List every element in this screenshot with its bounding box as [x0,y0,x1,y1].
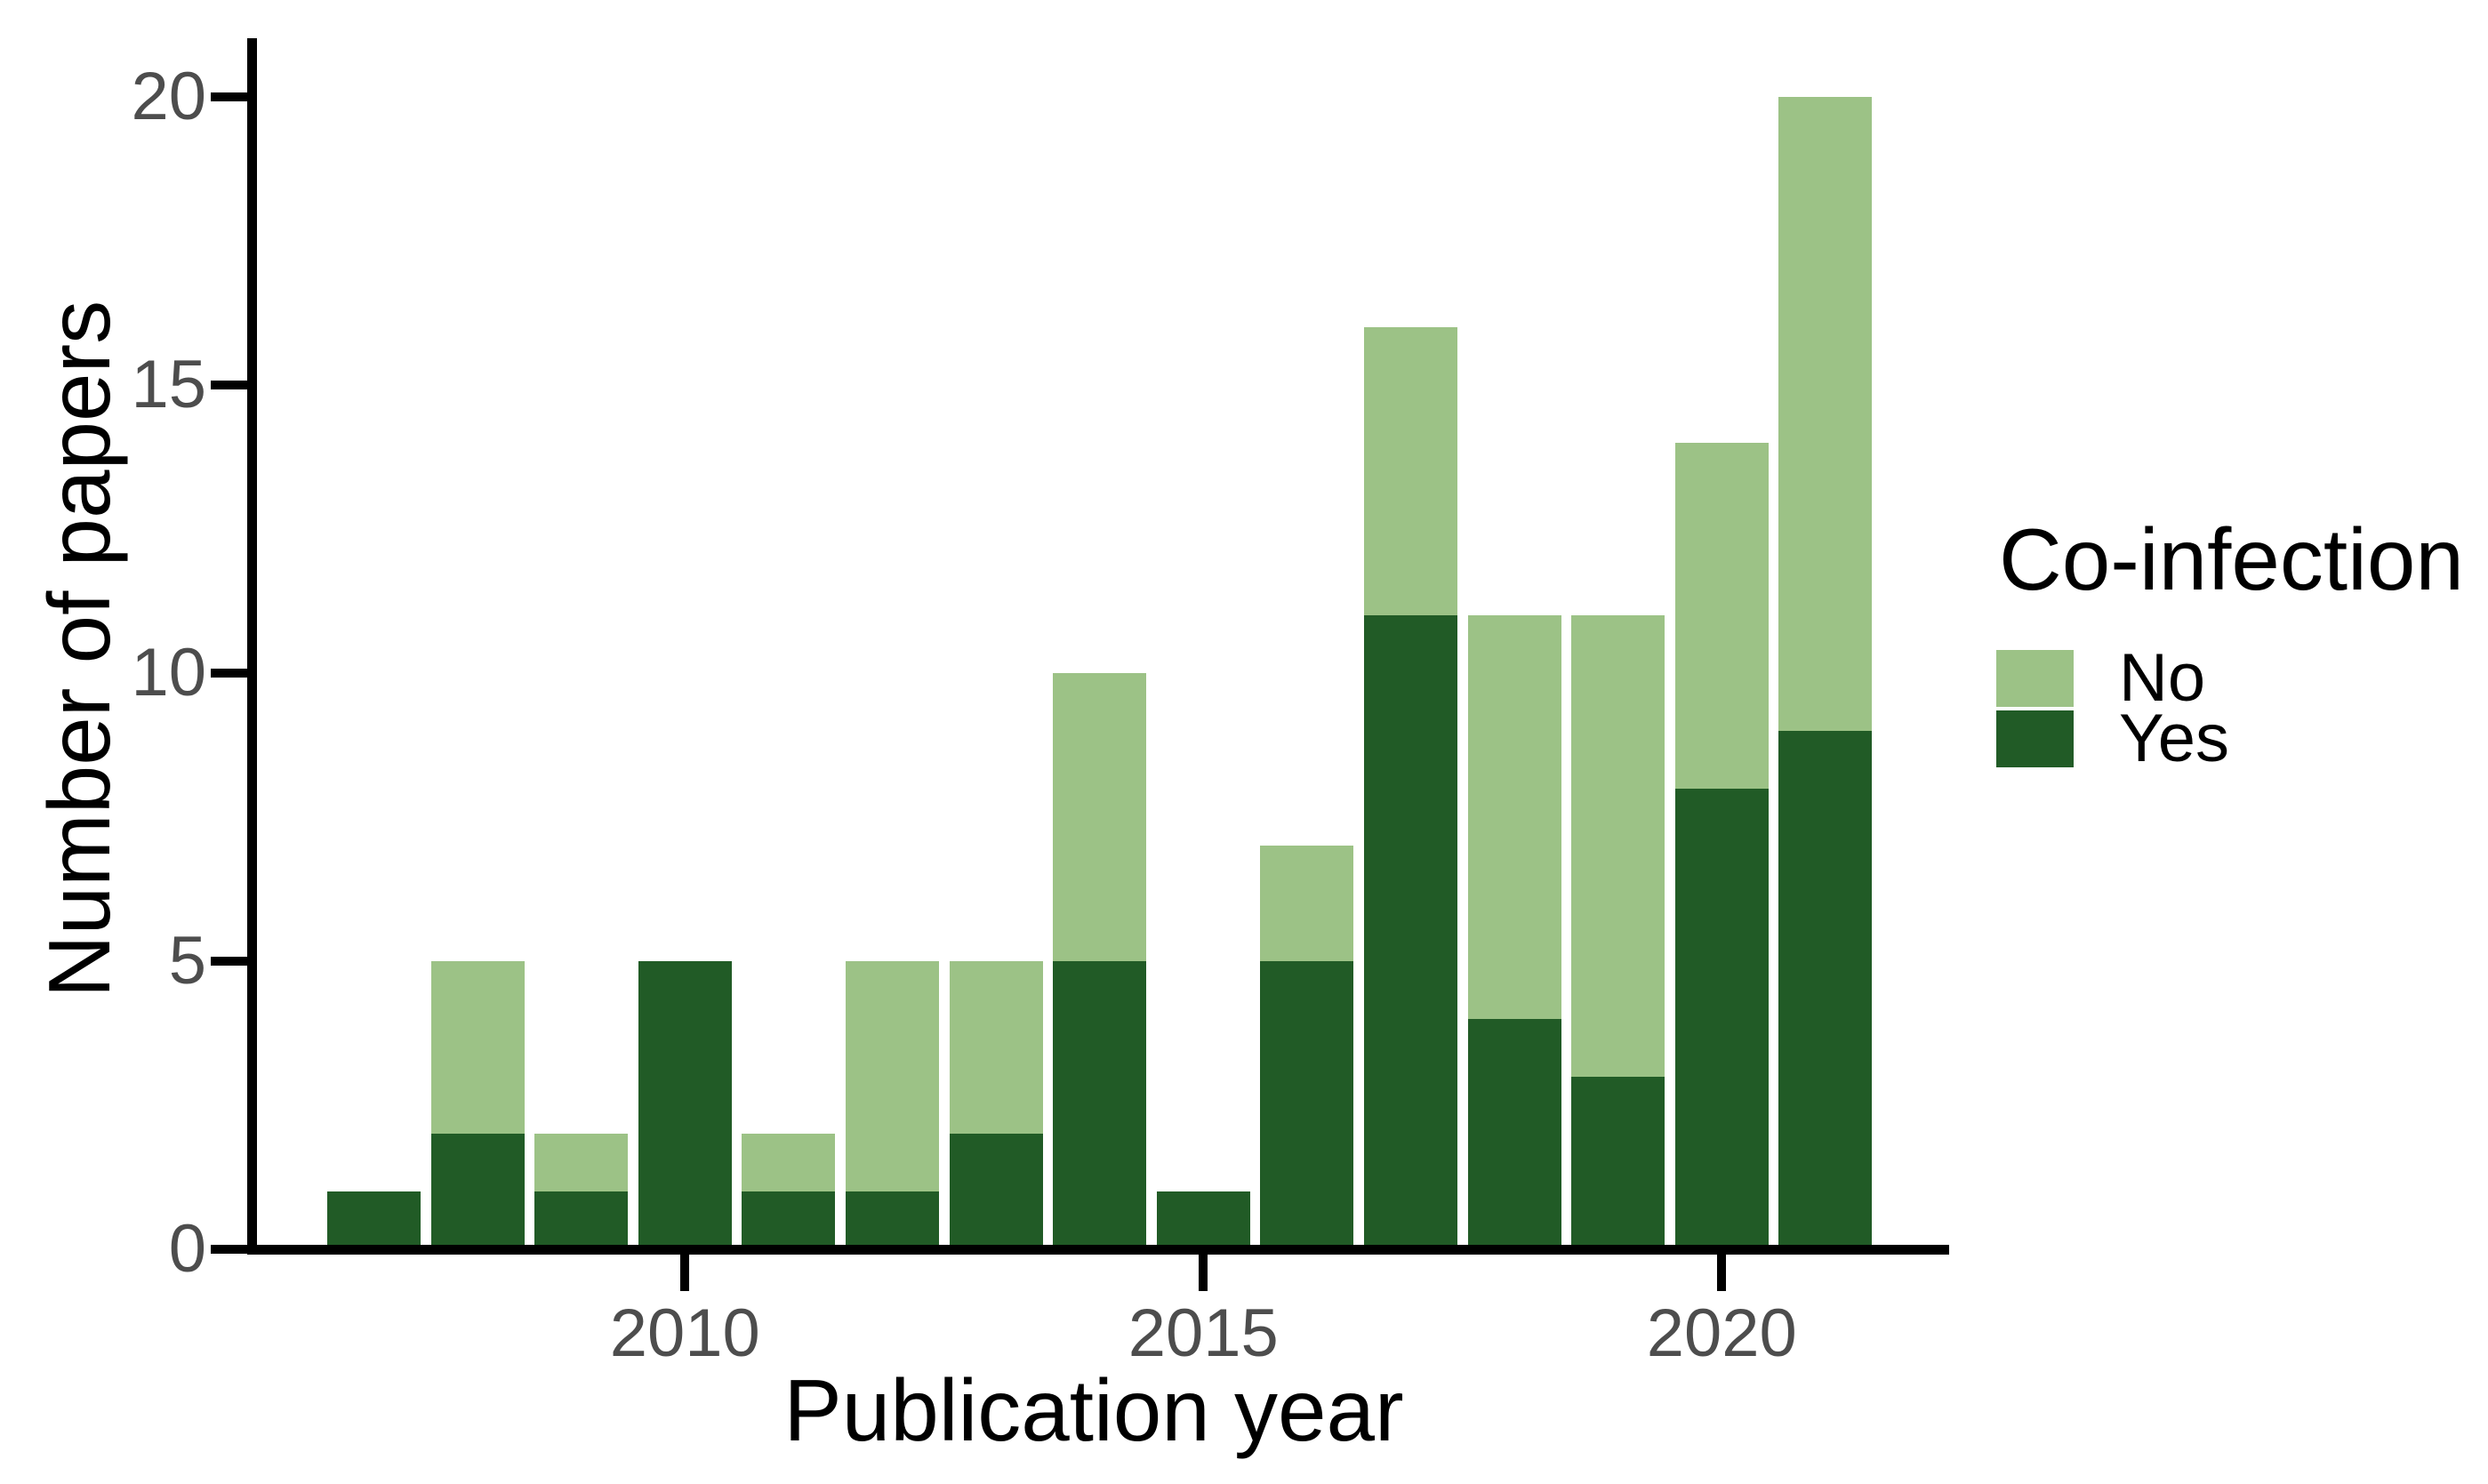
bar-segment-yes-2010 [638,961,732,1249]
bar-segment-no-2017 [1364,327,1457,616]
bar-segment-no-2020 [1674,442,1769,789]
bar-segment-no-2009 [534,1134,629,1192]
y-tick-20 [211,92,247,101]
y-tick-label-0: 0 [168,1211,206,1287]
bar-segment-no-2018 [1467,615,1561,1019]
x-tick-label-2015: 2015 [1128,1295,1279,1371]
bar-segment-yes-2019 [1571,1076,1665,1249]
legend-title: Co-infection [1999,510,2464,608]
x-tick-2020 [1717,1254,1727,1291]
bar-segment-yes-2007 [327,1191,421,1249]
legend-item-label-no: No [2119,640,2206,716]
bar-segment-yes-2013 [949,1134,1043,1249]
x-axis-title: Publication year [783,1361,1404,1459]
legend-swatch-no [1996,650,2074,707]
bar-segment-yes-2012 [846,1191,939,1249]
bar-segment-yes-2015 [1156,1191,1250,1249]
bar-segment-no-2014 [1053,673,1147,961]
y-tick-0 [211,1245,247,1254]
bar-segment-no-2021 [1778,97,1873,731]
y-tick-15 [211,381,247,389]
bar-segment-no-2011 [742,1134,836,1192]
legend-item-label-yes: Yes [2119,701,2229,776]
y-tick-label-20: 20 [131,59,206,134]
legend-swatch-yes [1996,710,2074,767]
y-axis-line [247,38,257,1255]
y-tick-label-5: 5 [168,923,206,999]
y-tick-10 [211,669,247,678]
x-tick-label-2020: 2020 [1646,1295,1797,1371]
x-tick-label-2010: 2010 [609,1295,760,1371]
bar-segment-yes-2016 [1260,961,1354,1249]
bar-segment-no-2008 [430,961,525,1135]
bar-segment-yes-2018 [1467,1018,1561,1249]
x-axis-line [247,1245,1949,1255]
y-tick-label-10: 10 [131,635,206,710]
bar-segment-yes-2014 [1053,961,1147,1249]
bar-segment-yes-2020 [1674,788,1769,1249]
bar-segment-no-2019 [1571,615,1665,1077]
bar-segment-yes-2008 [430,1134,525,1249]
y-tick-label-15: 15 [131,347,206,422]
x-tick-2010 [680,1254,690,1291]
bar-segment-no-2016 [1260,846,1354,961]
x-tick-2015 [1199,1254,1208,1291]
bar-segment-yes-2009 [534,1191,629,1249]
bar-segment-no-2012 [846,961,939,1192]
bar-segment-yes-2021 [1778,730,1873,1249]
bar-segment-no-2013 [949,961,1043,1135]
y-axis-title: Number of papers [30,300,128,999]
y-tick-5 [211,957,247,966]
bar-segment-yes-2017 [1364,615,1457,1249]
bar-segment-yes-2011 [742,1191,836,1249]
